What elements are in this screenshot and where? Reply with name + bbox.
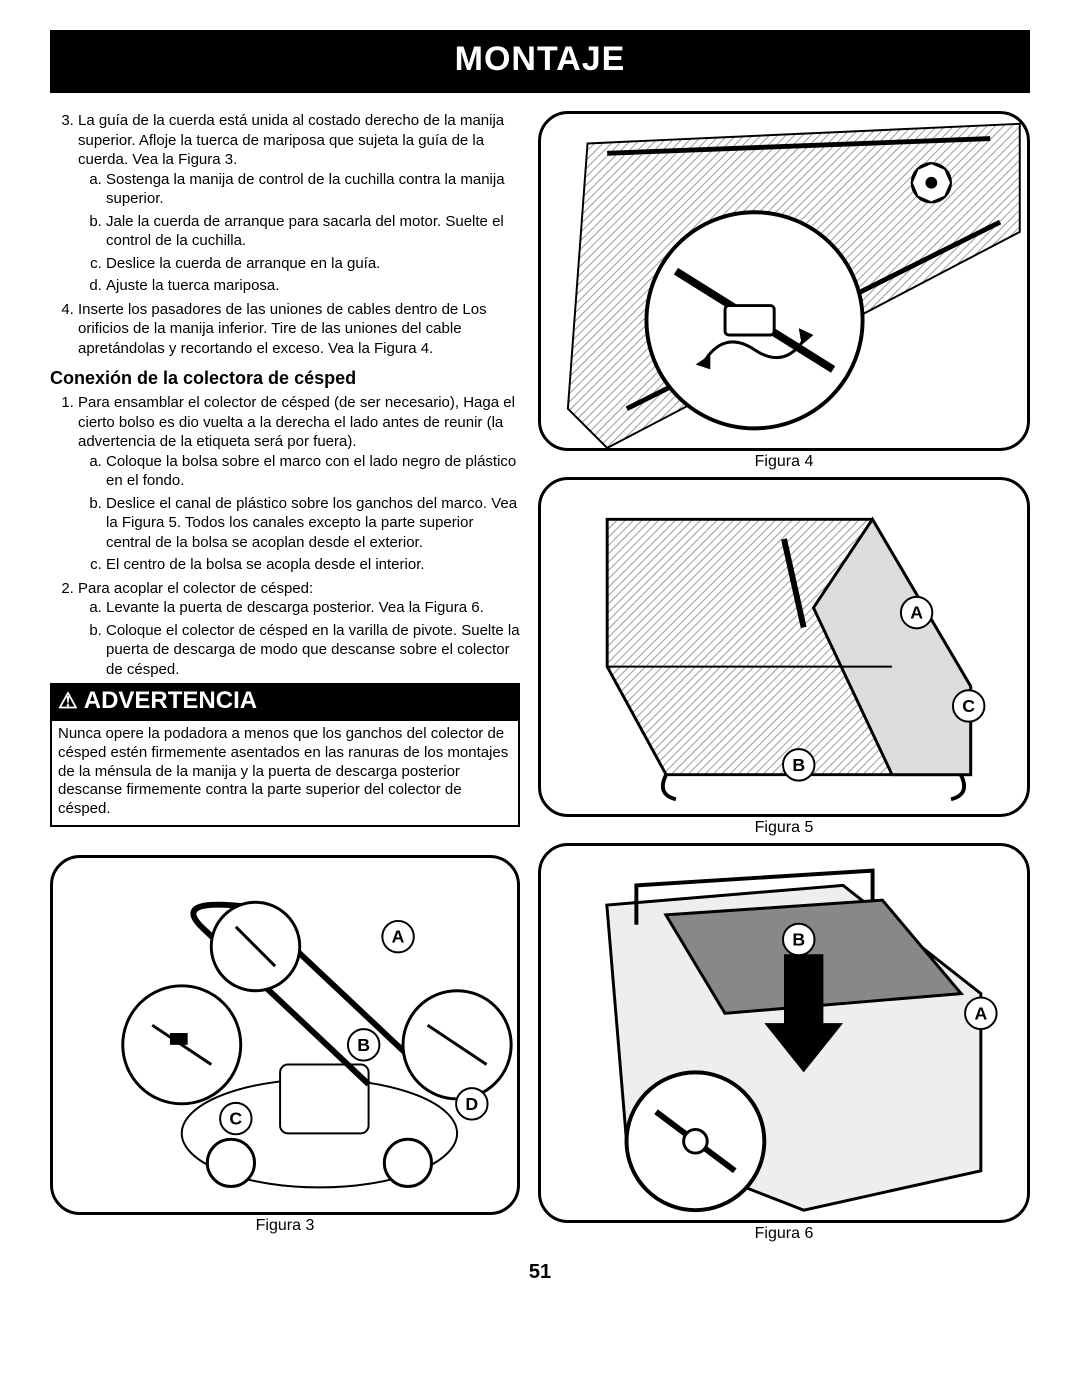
conex2-sublist: Levante la puerta de descarga posterior.…: [78, 598, 520, 679]
page-number: 51: [50, 1261, 1030, 1284]
conex1a: Coloque la bolsa sobre el marco con el l…: [106, 452, 520, 491]
page-header: MONTAJE: [50, 30, 1030, 93]
figure-4-box: [538, 111, 1030, 451]
callout-B: B: [357, 1035, 370, 1055]
callout-C: C: [229, 1108, 242, 1128]
figure-4-illustration: [541, 114, 1027, 448]
conex2a: Levante la puerta de descarga posterior.…: [106, 598, 520, 618]
item3d: Ajuste la tuerca mariposa.: [106, 276, 520, 296]
callout-C-f5: C: [962, 696, 975, 716]
warning-body: Nunca opere la podadora a menos que los …: [50, 719, 520, 827]
header-title: MONTAJE: [455, 40, 626, 78]
conexion-list: Para ensamblar el colector de césped (de…: [50, 393, 520, 679]
conex-item-1: Para ensamblar el colector de césped (de…: [78, 393, 520, 575]
conex1-text: Para ensamblar el colector de césped (de…: [78, 394, 515, 450]
item3b: Jale la cuerda de arranque para sacarla …: [106, 212, 520, 251]
warning-header: ⚠ ADVERTENCIA: [50, 683, 520, 719]
figure-6-caption: Figura 6: [538, 1225, 1030, 1243]
callout-A-f6: A: [974, 1003, 987, 1023]
item3-sublist: Sostenga la manija de control de la cuch…: [78, 170, 520, 296]
figure-5-caption: Figura 5: [538, 819, 1030, 837]
figure-6-box: A B: [538, 843, 1030, 1223]
right-column: Figura 4 A B C: [538, 111, 1030, 1249]
item3a: Sostenga la manija de control de la cuch…: [106, 170, 520, 209]
callout-B-f5: B: [792, 755, 805, 775]
list-item-4: Inserte los pasadores de las uniones de …: [78, 300, 520, 359]
conex1b: Deslice el canal de plástico sobre los g…: [106, 494, 520, 553]
list-item-3: La guía de la cuerda está unida al costa…: [78, 111, 520, 296]
warning-label: ADVERTENCIA: [84, 687, 257, 715]
figure-3-illustration: A B C D: [53, 858, 517, 1212]
figure-3-caption: Figura 3: [50, 1217, 520, 1235]
left-column: La guía de la cuerda está unida al costa…: [50, 111, 520, 1249]
section-heading-conexion: Conexión de la colectora de césped: [50, 368, 520, 389]
figure-3-box: A B C D: [50, 855, 520, 1215]
conex2-text: Para acoplar el colector de césped:: [78, 580, 313, 597]
item3-text: La guía de la cuerda está unida al costa…: [78, 112, 504, 168]
figure-5-illustration: A B C: [541, 480, 1027, 814]
conex-item-2: Para acoplar el colector de césped: Leva…: [78, 579, 520, 680]
callout-B-f6: B: [792, 930, 805, 950]
callout-A: A: [392, 926, 405, 946]
figure-6-illustration: A B: [541, 846, 1027, 1220]
conex1c: El centro de la bolsa se acopla desde el…: [106, 555, 520, 575]
manual-page: MONTAJE La guía de la cuerda está unida …: [0, 0, 1080, 1304]
item3c: Deslice la cuerda de arranque en la guía…: [106, 254, 520, 274]
figure-5-box: A B C: [538, 477, 1030, 817]
conex2b: Coloque el colector de césped en la vari…: [106, 621, 520, 680]
callout-D: D: [465, 1094, 478, 1114]
callout-A-f5: A: [910, 603, 923, 623]
warning-triangle-icon: ⚠: [58, 688, 78, 714]
two-column-layout: La guía de la cuerda está unida al costa…: [50, 111, 1030, 1249]
figure-4-caption: Figura 4: [538, 453, 1030, 471]
conex1-sublist: Coloque la bolsa sobre el marco con el l…: [78, 452, 520, 575]
assembly-list: La guía de la cuerda está unida al costa…: [50, 111, 520, 358]
